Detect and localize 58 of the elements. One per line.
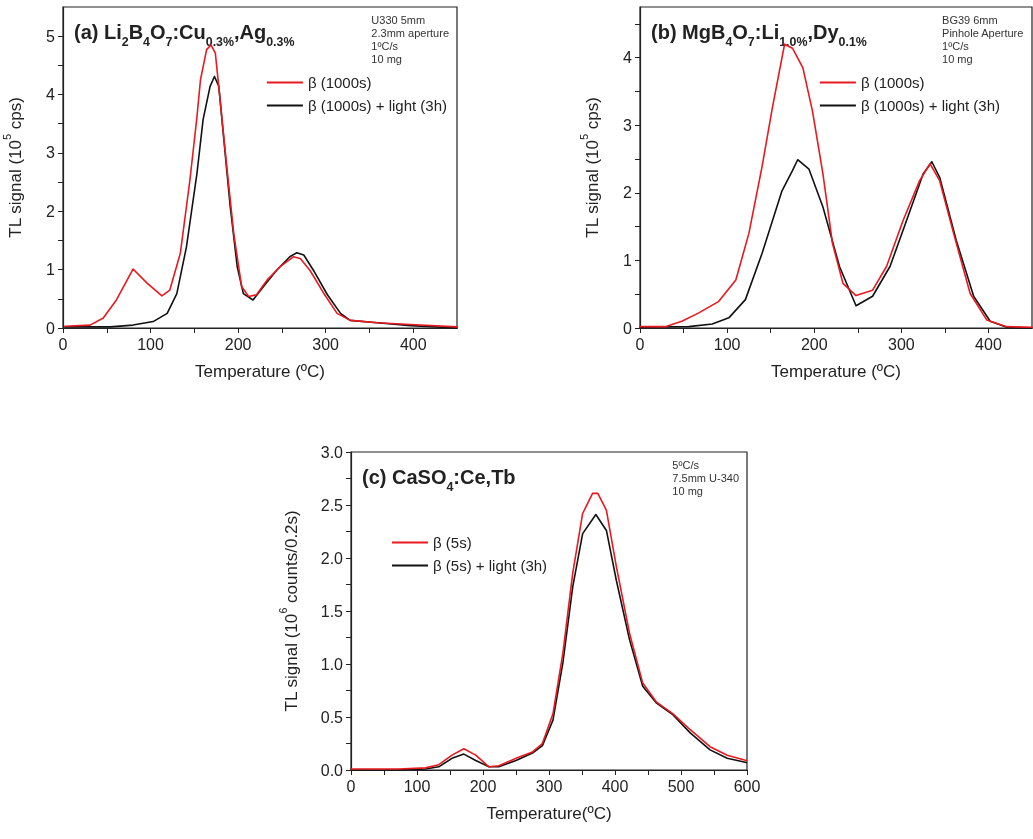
x-tick-label: 400 (975, 335, 1002, 353)
annotation: 7.5mm U-340 (672, 471, 740, 484)
legend-label: β (1000s) (860, 74, 925, 91)
annotation: 1ºC/s (371, 39, 399, 52)
y-tick-label: 2.5 (320, 496, 344, 514)
annotation: 1ºC/s (942, 39, 970, 52)
y-tick-label: 4 (623, 49, 633, 67)
x-tick-label: 300 (312, 335, 340, 353)
x-tick-label: 0 (346, 777, 356, 795)
y-tick-label: 5 (46, 27, 56, 45)
y-tick-label: 2 (623, 184, 633, 202)
y-tick-label: 2.0 (320, 549, 344, 567)
x-tick-label: 100 (403, 777, 431, 795)
annotation: 2.3mm aperture (371, 26, 450, 39)
y-tick-label: 3.0 (320, 443, 344, 461)
legend-label: β (1000s) (307, 74, 372, 91)
annotation: BG39 6mm (942, 13, 998, 26)
x-tick-label: 300 (535, 777, 563, 795)
x-tick-label: 400 (601, 777, 629, 795)
annotation: 10 mg (371, 52, 402, 65)
x-tick-label: 400 (399, 335, 427, 353)
x-tick-label: 0 (58, 335, 68, 353)
x-tick-label: 200 (800, 335, 828, 353)
x-tick-label: 300 (887, 335, 915, 353)
y-axis-title: TL signal (106 counts/0.2s) (277, 510, 301, 712)
y-tick-label: 0 (46, 319, 56, 337)
y-tick-label: 1.0 (320, 655, 344, 673)
annotation: Pinhole Aperture (942, 26, 1024, 39)
x-tick-label: 0 (635, 335, 645, 353)
annotation: 10 mg (672, 484, 703, 497)
y-tick-label: 3 (46, 144, 56, 162)
y-axis-title: TL signal (105 cps) (1, 97, 25, 238)
legend-label: β (1000s) + light (3h) (307, 97, 447, 114)
x-axis-title: Temperature(ºC) (486, 804, 612, 824)
x-tick-label: 200 (469, 777, 497, 795)
x-tick-label: 200 (224, 335, 252, 353)
y-tick-label: 1.5 (320, 602, 344, 620)
annotation: U330 5mm (371, 13, 426, 26)
y-tick-label: 1 (623, 251, 633, 269)
y-tick-label: 0 (623, 319, 633, 337)
legend-label: β (5s) + light (3h) (433, 557, 548, 574)
y-tick-label: 1 (46, 261, 56, 279)
x-tick-label: 100 (713, 335, 741, 353)
y-tick-label: 4 (46, 86, 56, 104)
annotation: 5ºC/s (672, 458, 700, 471)
y-tick-label: 0.5 (320, 708, 344, 726)
y-axis-title: TL signal (105 cps) (578, 97, 602, 238)
y-tick-label: 3 (623, 116, 633, 134)
x-tick-label: 100 (137, 335, 164, 353)
annotation: 10 mg (942, 52, 973, 65)
x-axis-title: Temperature (ºC) (771, 362, 901, 382)
legend-label: β (1000s) + light (3h) (860, 97, 1000, 114)
x-tick-label: 500 (667, 777, 695, 795)
x-tick-label: 600 (733, 777, 761, 795)
y-tick-label: 0.0 (320, 761, 344, 779)
legend-label: β (5s) (433, 534, 472, 551)
x-axis-title: Temperature (ºC) (195, 362, 325, 382)
y-tick-label: 2 (46, 202, 56, 220)
